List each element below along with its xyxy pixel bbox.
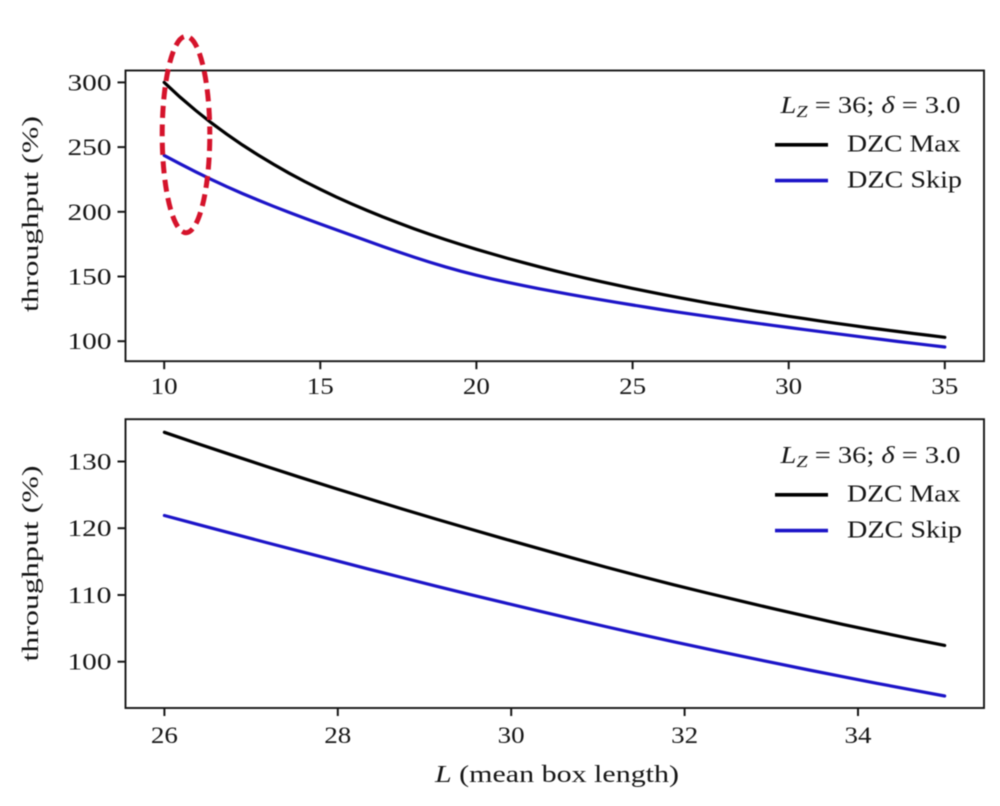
svg-text:250: 250 [68,135,112,161]
svg-text:26: 26 [151,723,178,749]
svg-text:100: 100 [68,650,112,676]
svg-text:30: 30 [498,723,525,749]
svg-text:throughput (%): throughput (%) [18,466,44,662]
svg-text:LZ = 36; δ = 3.0: LZ = 36; δ = 3.0 [779,443,960,471]
svg-text:130: 130 [68,450,112,476]
svg-text:10: 10 [151,374,178,400]
svg-text:25: 25 [619,374,646,400]
svg-text:15: 15 [307,374,334,400]
svg-text:throughput (%): throughput (%) [18,116,44,312]
svg-text:DZC Skip: DZC Skip [847,168,962,194]
svg-text:34: 34 [845,723,872,749]
svg-text:200: 200 [68,200,112,226]
svg-text:DZC Skip: DZC Skip [847,518,962,544]
svg-text:110: 110 [68,583,112,609]
svg-text:35: 35 [931,374,958,400]
svg-text:150: 150 [68,265,112,291]
svg-text:28: 28 [324,723,351,749]
svg-text:LZ = 36; δ = 3.0: LZ = 36; δ = 3.0 [779,93,960,121]
svg-text:20: 20 [463,374,490,400]
svg-text:300: 300 [68,70,112,96]
svg-text:DZC Max: DZC Max [847,132,961,158]
svg-text:L (mean box length): L (mean box length) [434,762,679,788]
svg-text:32: 32 [671,723,698,749]
svg-text:30: 30 [775,374,802,400]
svg-text:120: 120 [68,516,112,542]
svg-text:DZC Max: DZC Max [847,482,961,508]
svg-text:100: 100 [68,329,112,355]
